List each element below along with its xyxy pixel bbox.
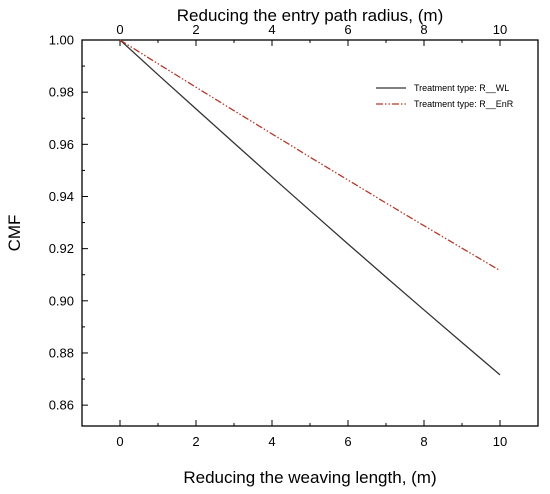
- top-axis-title: Reducing the entry path radius, (m): [177, 6, 443, 25]
- x-tick-label-top: 6: [344, 22, 351, 37]
- x-tick-label-bottom: 2: [192, 434, 199, 449]
- legend: Treatment type: R__WL Treatment type: R__…: [376, 83, 514, 109]
- legend-label: Treatment type: R__WL: [414, 83, 509, 93]
- y-tick-label: 0.86: [49, 398, 74, 413]
- y-tick-label: 1.00: [49, 33, 74, 48]
- legend-label: Treatment type: R__EnR: [414, 99, 514, 109]
- x-tick-label-top: 0: [116, 22, 123, 37]
- y-tick-label: 0.98: [49, 85, 74, 100]
- x-tick-label-top: 10: [493, 22, 507, 37]
- x-tick-label-bottom: 10: [493, 434, 507, 449]
- x-tick-label-bottom: 6: [344, 434, 351, 449]
- y-tick-label: 0.96: [49, 137, 74, 152]
- y-axis-title: CMF: [5, 215, 24, 252]
- bottom-axis-title: Reducing the weaving length, (m): [183, 468, 436, 487]
- series-line-1: [119, 39, 501, 376]
- axis-ticks: 0 0 2 2 4 4 6 6 8 8 10 10 0.86 0.88 0.90 0.92 0.94 0.96 0.…: [49, 22, 539, 449]
- x-tick-label-bottom: 8: [420, 434, 427, 449]
- x-tick-label-bottom: 0: [116, 434, 123, 449]
- x-tick-label-top: 8: [420, 22, 427, 37]
- y-tick-label: 0.94: [49, 189, 74, 204]
- plot-frame: [81, 39, 539, 427]
- x-tick-label-top: 4: [268, 22, 275, 37]
- x-tick-label-top: 2: [192, 22, 199, 37]
- x-tick-label-bottom: 4: [268, 434, 275, 449]
- series-lines: [119, 39, 501, 376]
- series-line-2: [119, 39, 501, 272]
- y-tick-label: 0.90: [49, 293, 74, 308]
- y-tick-label: 0.92: [49, 241, 74, 256]
- y-tick-label: 0.88: [49, 345, 74, 360]
